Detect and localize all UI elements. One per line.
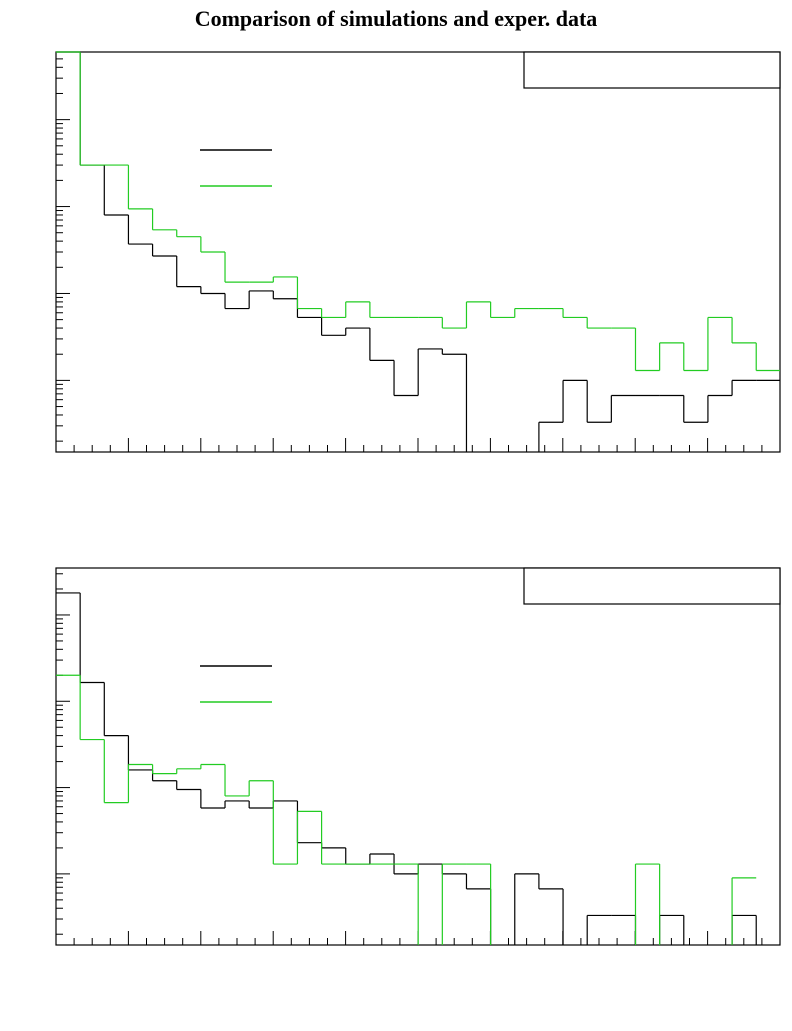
page-title: Comparison of simulations and exper. dat…: [194, 6, 598, 31]
histogram-counter-4: [55, 567, 781, 946]
id-box: [523, 51, 781, 89]
series-simulations: [56, 592, 757, 945]
id-box: [523, 567, 781, 605]
series-exper-data: [56, 51, 780, 372]
histogram-counter-3: [55, 51, 781, 453]
series-simulations: [56, 51, 780, 452]
series-exper-data: [56, 674, 757, 945]
